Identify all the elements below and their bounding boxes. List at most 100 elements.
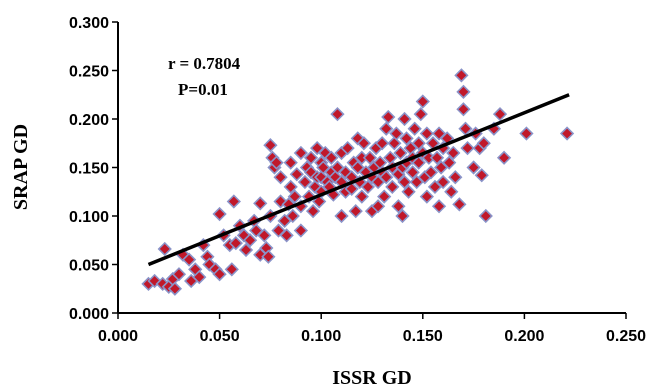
y-ticks: 0.000 0.050 0.100 0.150 0.200 0.250 0.300 bbox=[69, 15, 118, 323]
data-point bbox=[303, 150, 319, 165]
data-point bbox=[212, 206, 227, 222]
data-point bbox=[442, 155, 457, 170]
data-point bbox=[419, 126, 434, 141]
data-point bbox=[423, 165, 439, 180]
y-tick-label: 0.250 bbox=[69, 64, 109, 81]
data-point bbox=[391, 199, 406, 214]
data-point bbox=[397, 111, 412, 127]
data-point bbox=[212, 267, 227, 282]
data-point bbox=[273, 170, 288, 185]
data-point bbox=[242, 233, 258, 248]
data-point bbox=[385, 179, 400, 195]
x-tick-label: 0.150 bbox=[403, 328, 443, 345]
data-point bbox=[387, 136, 402, 151]
data-point bbox=[454, 68, 469, 83]
data-point bbox=[297, 174, 313, 190]
y-tick-label: 0.000 bbox=[69, 306, 109, 323]
data-point bbox=[279, 228, 294, 243]
data-point bbox=[226, 194, 241, 209]
data-point bbox=[283, 179, 298, 195]
data-point bbox=[413, 107, 428, 122]
data-point bbox=[171, 267, 187, 282]
data-point bbox=[379, 170, 394, 185]
data-point bbox=[293, 145, 309, 161]
data-point bbox=[397, 174, 412, 190]
data-point bbox=[330, 107, 345, 122]
data-point bbox=[411, 136, 426, 151]
annotation-p: P=0.01 bbox=[178, 80, 228, 99]
data-point bbox=[157, 241, 172, 257]
data-point bbox=[478, 208, 493, 224]
y-tick-label: 0.300 bbox=[69, 15, 109, 32]
x-tick-label: 0.050 bbox=[200, 328, 240, 345]
data-point bbox=[253, 196, 268, 211]
data-point bbox=[389, 126, 404, 141]
data-point bbox=[448, 170, 463, 185]
data-point bbox=[381, 109, 396, 125]
data-points bbox=[141, 68, 575, 296]
data-point bbox=[360, 179, 376, 195]
data-point bbox=[407, 121, 422, 136]
data-point bbox=[476, 136, 491, 151]
data-point bbox=[377, 189, 392, 204]
x-tick-label: 0.200 bbox=[504, 328, 544, 345]
data-point bbox=[289, 167, 304, 182]
data-point bbox=[293, 223, 309, 238]
x-tick-label: 0.100 bbox=[301, 328, 341, 345]
data-point bbox=[362, 150, 378, 165]
y-tick-label: 0.200 bbox=[69, 112, 109, 129]
x-axis-title: ISSR GD bbox=[332, 367, 411, 389]
data-point bbox=[466, 160, 481, 175]
y-tick-label: 0.150 bbox=[69, 161, 109, 178]
data-point bbox=[224, 262, 239, 277]
data-point bbox=[446, 145, 461, 161]
y-tick-label: 0.050 bbox=[69, 258, 109, 275]
data-point bbox=[431, 199, 447, 214]
data-point bbox=[257, 228, 272, 243]
data-point bbox=[429, 150, 445, 165]
data-point bbox=[492, 107, 508, 122]
data-point bbox=[263, 138, 278, 153]
data-point bbox=[269, 155, 284, 170]
data-point bbox=[415, 94, 430, 109]
data-point bbox=[238, 242, 254, 258]
data-point bbox=[356, 136, 372, 151]
data-point bbox=[340, 140, 355, 156]
data-point bbox=[192, 269, 207, 285]
data-point bbox=[452, 197, 467, 212]
data-point bbox=[395, 208, 410, 224]
data-point bbox=[460, 140, 475, 156]
data-point bbox=[375, 136, 390, 151]
data-point bbox=[324, 150, 339, 165]
x-tick-label: 0.250 bbox=[606, 328, 646, 345]
annotation-r: r = 0.7804 bbox=[168, 54, 241, 73]
data-point bbox=[444, 184, 459, 199]
data-point bbox=[283, 155, 298, 170]
data-point bbox=[401, 184, 416, 199]
trendline bbox=[147, 93, 570, 267]
data-point bbox=[370, 199, 386, 214]
data-point bbox=[261, 249, 276, 264]
data-point bbox=[393, 145, 408, 161]
data-point bbox=[348, 204, 363, 219]
data-point bbox=[399, 131, 414, 146]
data-point bbox=[379, 121, 394, 136]
data-point bbox=[405, 165, 420, 180]
data-point bbox=[228, 236, 243, 251]
data-point bbox=[285, 208, 300, 224]
data-point bbox=[305, 204, 321, 219]
x-tick-label: 0.000 bbox=[98, 328, 138, 345]
data-point bbox=[559, 126, 575, 141]
y-tick-label: 0.100 bbox=[69, 209, 109, 226]
data-point bbox=[334, 208, 349, 224]
x-ticks: 0.000 0.050 0.100 0.150 0.200 0.250 bbox=[98, 313, 646, 345]
data-point bbox=[519, 126, 534, 141]
data-point bbox=[181, 252, 197, 267]
data-point bbox=[287, 189, 302, 204]
data-point bbox=[435, 174, 451, 190]
data-point bbox=[456, 102, 471, 117]
data-point bbox=[344, 181, 359, 196]
data-point bbox=[411, 155, 426, 170]
data-point bbox=[167, 281, 183, 296]
